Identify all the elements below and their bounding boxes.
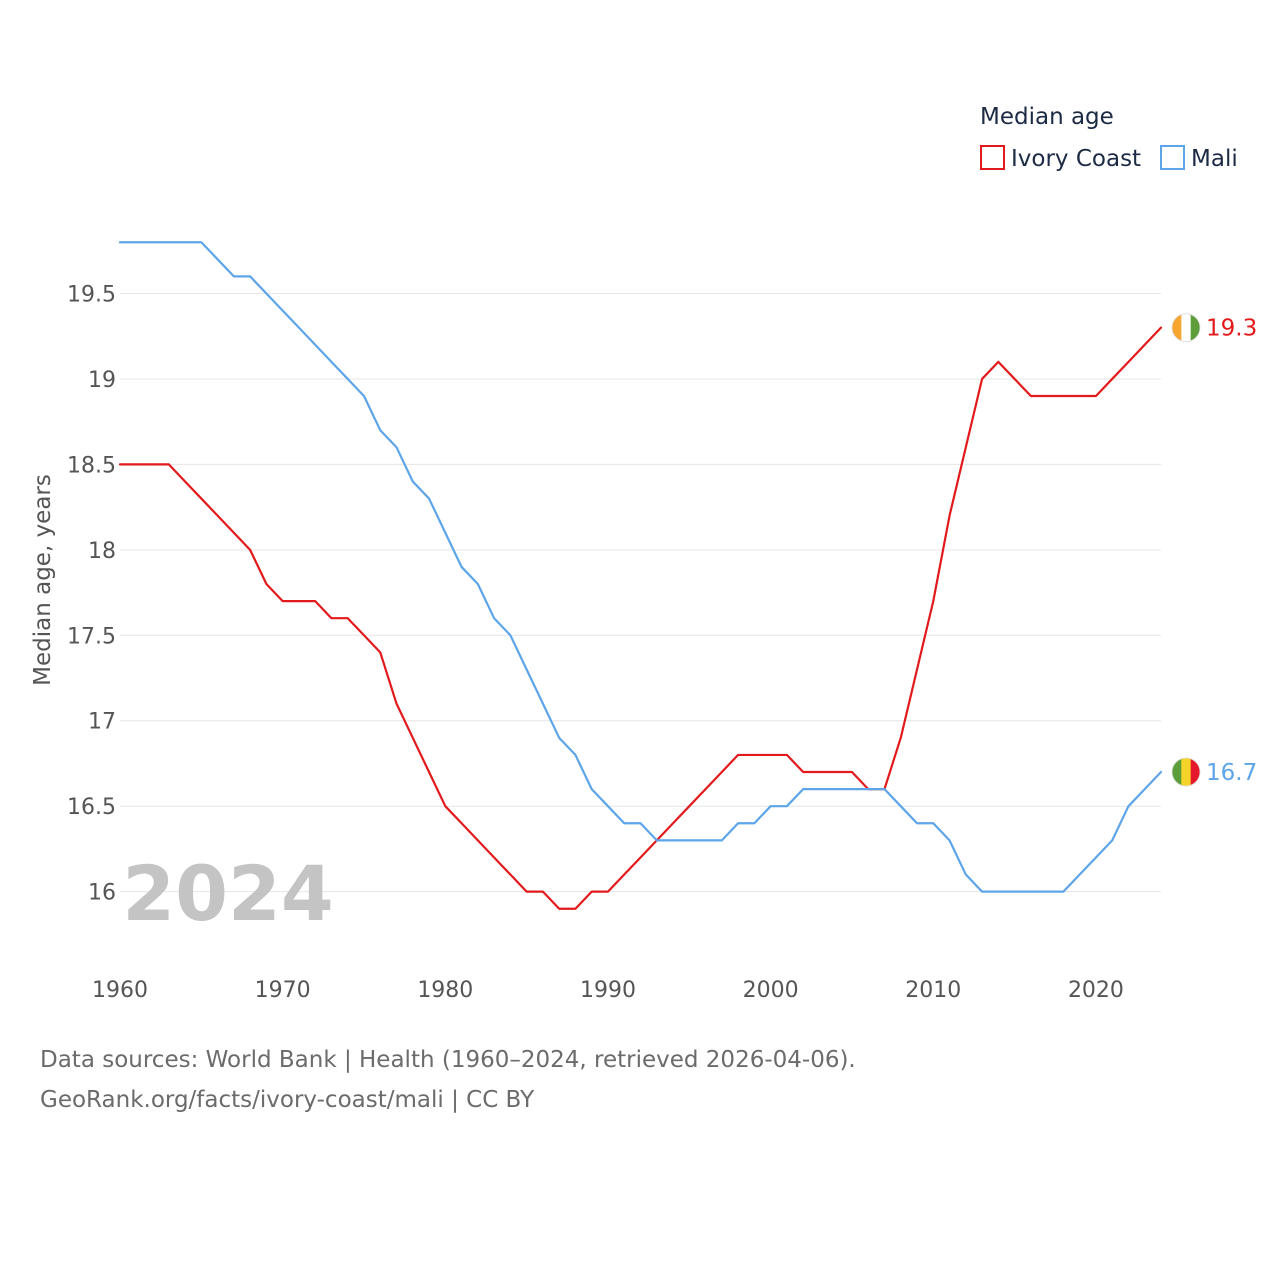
y-tick-label: 18.5 bbox=[67, 453, 116, 478]
legend-swatch-mali bbox=[1160, 145, 1185, 170]
end-labels: 19.3 16.7 bbox=[1171, 313, 1257, 787]
y-tick-label: 19.5 bbox=[67, 282, 116, 307]
y-axis-ticks: 16 16.5 17 17.5 18 18.5 19 19.5 bbox=[67, 282, 116, 905]
x-tick-label: 2020 bbox=[1068, 978, 1124, 1003]
x-tick-label: 1960 bbox=[92, 978, 148, 1003]
data-source-note: Data sources: World Bank | Health (1960–… bbox=[40, 1047, 856, 1073]
legend-label-ivory-coast: Ivory Coast bbox=[1011, 146, 1141, 172]
y-tick-label: 16.5 bbox=[67, 795, 116, 820]
x-tick-label: 1980 bbox=[417, 978, 473, 1003]
y-tick-label: 16 bbox=[88, 881, 116, 906]
grid-lines bbox=[120, 292, 1161, 893]
y-tick-label: 17.5 bbox=[67, 624, 116, 649]
x-tick-label: 2010 bbox=[905, 978, 961, 1003]
y-tick-label: 19 bbox=[88, 368, 116, 393]
series-line-mali bbox=[118, 241, 1163, 893]
attribution-link[interactable]: GeoRank.org/facts/ivory-coast/mali | CC … bbox=[40, 1087, 535, 1113]
flag-ivory-coast-icon bbox=[1171, 313, 1201, 343]
year-watermark: 2024 bbox=[122, 849, 334, 938]
x-tick-label: 2000 bbox=[743, 978, 799, 1003]
series-line-ivory-coast bbox=[118, 326, 1163, 910]
end-label-ivory-coast: 19.3 bbox=[1206, 316, 1257, 342]
legend: Median age Ivory Coast Mali bbox=[980, 104, 1238, 172]
x-axis-ticks: 1960 1970 1980 1990 2000 2010 2020 bbox=[92, 978, 1124, 1003]
end-label-mali: 16.7 bbox=[1206, 760, 1257, 786]
legend-label-mali: Mali bbox=[1191, 146, 1238, 172]
x-tick-label: 1990 bbox=[580, 978, 636, 1003]
y-axis-label: Median age, years bbox=[30, 474, 56, 686]
footer: Data sources: World Bank | Health (1960–… bbox=[40, 1040, 856, 1120]
flag-mali-icon bbox=[1171, 757, 1201, 787]
series-lines bbox=[118, 241, 1163, 910]
x-tick-label: 1970 bbox=[255, 978, 311, 1003]
legend-title: Median age bbox=[980, 104, 1114, 130]
y-tick-label: 17 bbox=[88, 710, 116, 735]
legend-swatch-ivory-coast bbox=[980, 145, 1005, 170]
y-tick-label: 18 bbox=[88, 539, 116, 564]
